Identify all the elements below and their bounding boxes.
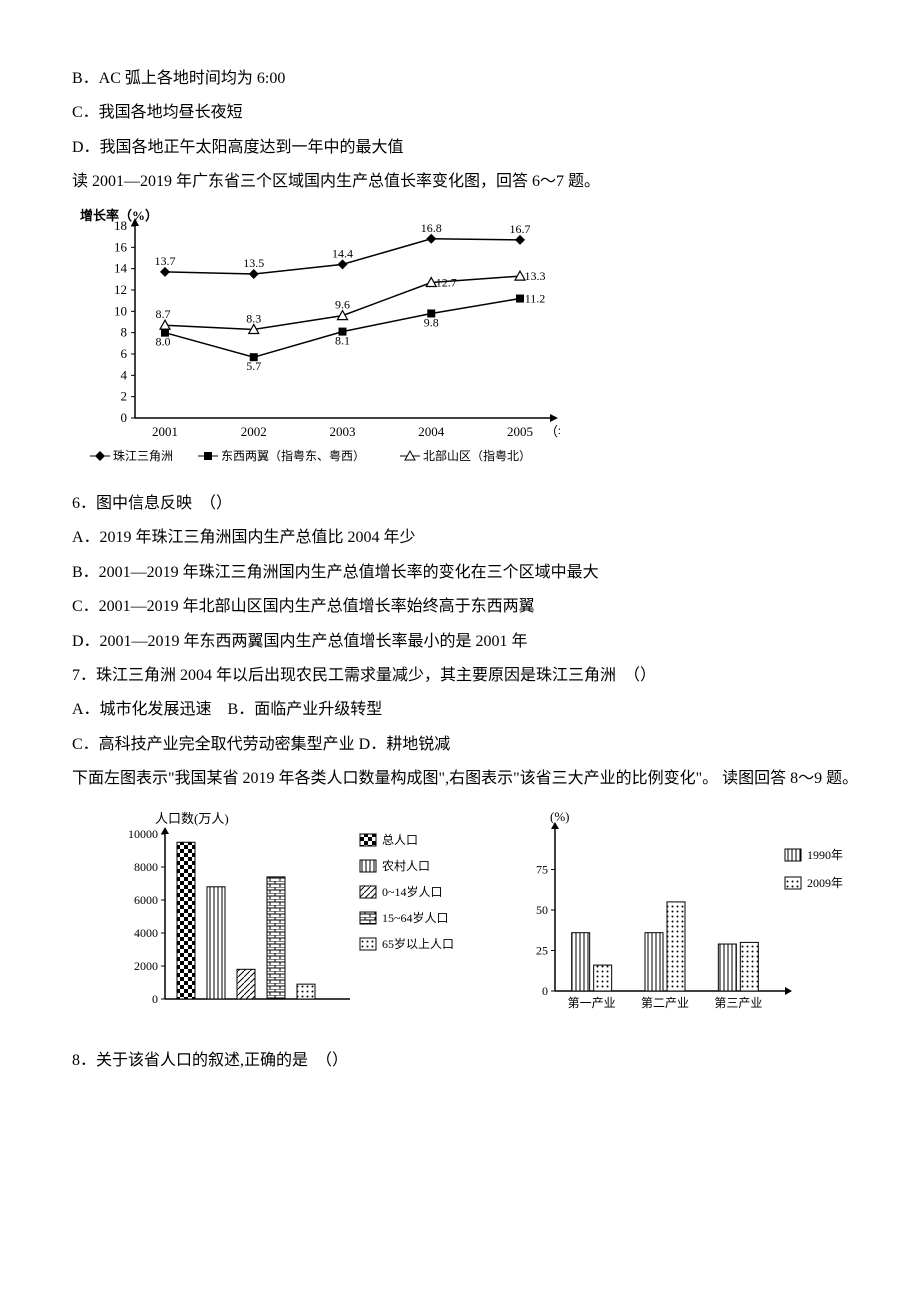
svg-text:珠江三角洲: 珠江三角洲 — [113, 449, 173, 463]
svg-text:12: 12 — [114, 282, 127, 297]
population-bar-chart: 人口数(万人) 0 2000 4000 6000 8000 10000 总人口农村人口 0~14… — [100, 809, 480, 1030]
gdp-growth-chart: 增长率（%）0246810121416182001200220032004200… — [80, 208, 880, 479]
svg-text:8.7: 8.7 — [156, 307, 171, 321]
svg-text:第一产业: 第一产业 — [568, 996, 616, 1010]
question-6: 6．图中信息反映 （） — [40, 489, 880, 519]
svg-text:2009年: 2009年 — [807, 876, 843, 890]
svg-text:13.7: 13.7 — [155, 253, 176, 267]
svg-text:第二产业: 第二产业 — [641, 996, 689, 1010]
svg-text:16: 16 — [114, 239, 128, 254]
svg-text:11.2: 11.2 — [525, 291, 546, 305]
svg-text:65岁以上人口: 65岁以上人口 — [382, 936, 454, 951]
q7-option-cd: C．高科技产业完全取代劳动密集型产业 D．耕地锐减 — [40, 730, 880, 760]
svg-text:16.7: 16.7 — [510, 221, 531, 235]
svg-text:2: 2 — [121, 388, 128, 403]
svg-text:8.3: 8.3 — [246, 311, 261, 325]
svg-text:9.8: 9.8 — [424, 315, 439, 329]
q6-option-c: C．2001—2019 年北部山区国内生产总值增长率始终高于东西两翼 — [40, 592, 880, 622]
svg-text:0: 0 — [121, 410, 128, 425]
svg-text:第三产业: 第三产业 — [714, 996, 762, 1010]
svg-text:人口数(万人): 人口数(万人) — [155, 811, 229, 826]
svg-text:2000: 2000 — [134, 959, 158, 973]
svg-text:9.6: 9.6 — [335, 297, 350, 311]
svg-text:东西两翼（指粤东、粤西）: 东西两翼（指粤东、粤西） — [221, 448, 365, 463]
svg-text:总人口: 总人口 — [382, 833, 418, 847]
svg-text:75: 75 — [536, 863, 548, 877]
svg-text:0: 0 — [542, 984, 548, 998]
svg-text:6: 6 — [121, 346, 128, 361]
svg-text:50: 50 — [536, 903, 548, 917]
svg-text:2002: 2002 — [241, 424, 267, 439]
q6-option-d: D．2001—2019 年东西两翼国内生产总值增长率最小的是 2001 年 — [40, 627, 880, 657]
svg-text:14.4: 14.4 — [332, 246, 353, 260]
svg-text:4: 4 — [121, 367, 128, 382]
question-8: 8．关于该省人口的叙述,正确的是 （） — [40, 1046, 880, 1076]
svg-text:2004: 2004 — [418, 424, 445, 439]
intro-6-7: 读 2001—2019 年广东省三个区域国内生产总值长率变化图，回答 6～7 题… — [40, 167, 880, 197]
question-7: 7．珠江三角洲 2004 年以后出现农民工需求量减少，其主要原因是珠江三角洲 （… — [40, 661, 880, 691]
svg-text:6000: 6000 — [134, 893, 158, 907]
q6-option-a: A．2019 年珠江三角洲国内生产总值比 2004 年少 — [40, 523, 880, 553]
svg-text:16.8: 16.8 — [421, 220, 442, 234]
svg-text:4000: 4000 — [134, 926, 158, 940]
svg-text:18: 18 — [114, 218, 127, 233]
svg-text:12.7: 12.7 — [436, 275, 457, 289]
q6-option-b: B．2001—2019 年珠江三角洲国内生产总值增长率的变化在三个区域中最大 — [40, 558, 880, 588]
option-b: B．AC 弧上各地时间均为 6:00 — [40, 64, 880, 94]
option-c: C．我国各地均昼长夜短 — [40, 98, 880, 128]
svg-text:（年）: （年） — [545, 424, 560, 439]
svg-text:13.3: 13.3 — [525, 269, 546, 283]
svg-text:8.0: 8.0 — [156, 334, 171, 348]
option-d: D．我国各地正午太阳高度达到一年中的最大值 — [40, 133, 880, 163]
svg-text:(%): (%) — [550, 809, 570, 824]
svg-text:1990年: 1990年 — [807, 848, 843, 862]
svg-text:8.1: 8.1 — [335, 333, 350, 347]
q7-option-ab: A．城市化发展迅速 B．面临产业升级转型 — [40, 695, 880, 725]
svg-text:10000: 10000 — [128, 827, 158, 841]
svg-text:0: 0 — [152, 992, 158, 1006]
svg-text:8000: 8000 — [134, 860, 158, 874]
svg-text:北部山区（指粤北）: 北部山区（指粤北） — [423, 448, 531, 463]
svg-text:13.5: 13.5 — [243, 256, 264, 270]
svg-text:10: 10 — [114, 303, 127, 318]
svg-text:2001: 2001 — [152, 424, 178, 439]
svg-text:5.7: 5.7 — [246, 359, 261, 373]
svg-text:2003: 2003 — [330, 424, 356, 439]
svg-text:农村人口: 农村人口 — [382, 859, 430, 873]
svg-text:15~64岁人口: 15~64岁人口 — [382, 910, 449, 925]
intro-8-9: 下面左图表示"我国某省 2019 年各类人口数量构成图",右图表示"该省三大产业… — [40, 764, 880, 794]
svg-text:25: 25 — [536, 944, 548, 958]
svg-text:0~14岁人口: 0~14岁人口 — [382, 884, 443, 899]
svg-text:2005: 2005 — [507, 424, 533, 439]
industry-bar-chart: (%) 0 25 50 75 第一产业 第二产业 第三产业 1990年 2009年 — [510, 809, 870, 1030]
svg-text:8: 8 — [121, 324, 128, 339]
svg-text:14: 14 — [114, 260, 128, 275]
